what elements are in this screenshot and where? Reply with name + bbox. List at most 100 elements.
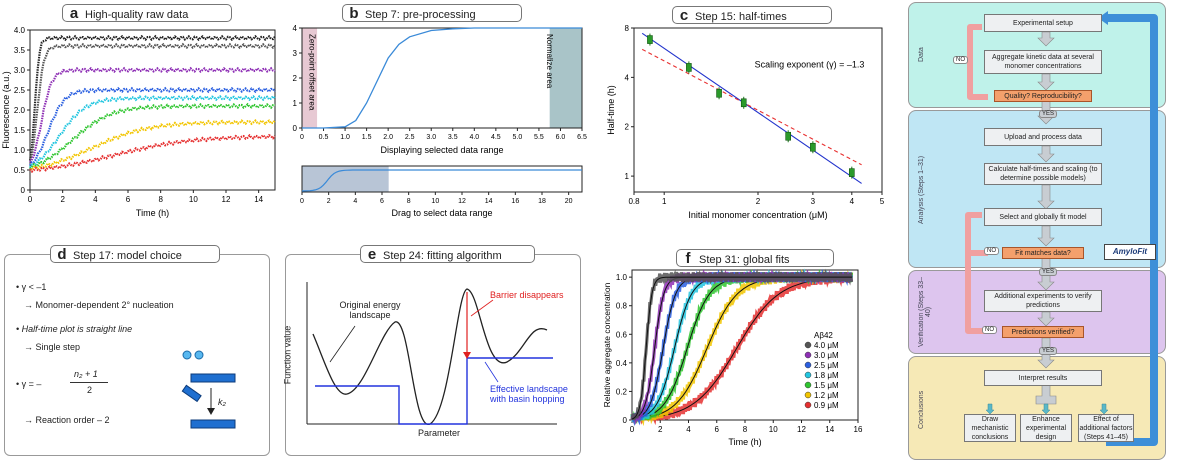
- panel-b-xtick-label: 0.5: [319, 134, 329, 141]
- panel-a-xtick-label: 8: [158, 195, 163, 204]
- panel-f-legend-marker: [804, 341, 812, 349]
- panel-a-frame: [29, 29, 276, 191]
- panel-c-ytick-label: 4: [625, 73, 630, 82]
- model-formula-numerator: n₂ + 1: [74, 369, 98, 379]
- panel-b-ytick-label: 0: [293, 124, 298, 133]
- panel-b-ytick-label: 1: [293, 99, 298, 108]
- panel-b-ytick-label: 4: [293, 24, 298, 33]
- panel-b-bottom-xtick-label: 12: [458, 198, 466, 205]
- flow-calc-halftimes: Calculate half-times and scaling (to det…: [984, 163, 1102, 185]
- panel-c-ytick-label: 8: [625, 24, 630, 33]
- flow-yes-fit: YES: [1039, 268, 1058, 276]
- panel-a-xtick-label: 14: [254, 195, 263, 204]
- panel-f-legend-marker: [804, 391, 812, 399]
- flow-interpret-results: Interpret results: [984, 370, 1102, 386]
- panel-a-xtick-label: 4: [93, 195, 98, 204]
- original-landscape-label: Original energy landscape: [339, 300, 401, 320]
- panel-f-chart: 0 2 4 6 8 10 12 14 16 0 0.2 0.4 0.6 0.8 1.0 Time (h) Rel…: [602, 268, 863, 447]
- model-line-6: → Reaction order – 2: [24, 415, 110, 425]
- panel-b-xtick-label: 3.5: [448, 134, 458, 141]
- panel-a-series-1: [28, 42, 276, 161]
- panel-a-series-7: [29, 133, 276, 173]
- panel-a-series-6: [29, 119, 276, 172]
- panel-c-xtick-label: 1: [662, 197, 667, 206]
- panel-c-xtick-label: 2: [756, 197, 761, 206]
- panel-a-series-0: [28, 34, 276, 161]
- panel-f-legend-marker: [804, 371, 812, 379]
- barrier-label: Barrier disappears: [490, 290, 564, 300]
- panel-a-series-2: [29, 66, 276, 163]
- panel-f-legend-marker: [804, 401, 812, 409]
- panel-f-legend-label: 0.9 μM: [814, 401, 839, 410]
- panel-f-legend-label: 4.0 μM: [814, 341, 839, 350]
- panel-c-xtick-label: 3: [811, 197, 816, 206]
- panel-c-point: [647, 35, 653, 44]
- lane-verification: [908, 270, 1166, 354]
- panel-c-ytick-label: 1: [625, 172, 630, 181]
- model-line-1: • γ < –1: [16, 282, 47, 292]
- flow-connectors: [965, 11, 1158, 446]
- panel-f-legend-marker: [804, 381, 812, 389]
- flow-no-quality: NO: [953, 56, 968, 64]
- panel-b-bottom-xtick-label: 4: [353, 198, 357, 205]
- model-line-2: → Monomer-dependent 2° nucleation: [24, 300, 174, 310]
- panel-a-title: a High-quality raw data: [62, 4, 232, 22]
- panel-f-xtick-label: 12: [797, 425, 806, 434]
- panel-b-xtick-label: 6.5: [577, 134, 587, 141]
- rate-constant-label: k₂: [218, 397, 226, 407]
- panel-f-legend-label: 1.8 μM: [814, 371, 839, 380]
- panel-b-xtick-label: 1.0: [340, 134, 350, 141]
- panel-a-ytick-label: 4.0: [14, 26, 26, 35]
- panel-f-xtick-label: 2: [658, 425, 663, 434]
- flow-no-fit: NO: [984, 247, 999, 255]
- panel-b-xtick-label: 2.5: [405, 134, 415, 141]
- panel-a-series-5: [29, 102, 276, 170]
- panel-c-xtick-label: 0.8: [628, 197, 640, 206]
- panel-b-title: b Step 7: pre-processing: [342, 4, 522, 22]
- panel-f-xtick-label: 6: [715, 425, 720, 434]
- model-formula-denominator: 2: [87, 385, 93, 395]
- panel-c-chart: 0.8 1 2 3 4 5 1 2 4 8 Initial monomer concentratio…: [606, 24, 885, 220]
- panel-b-xtick-label: 5.0: [513, 134, 523, 141]
- panel-a-xtick-label: 2: [60, 195, 65, 204]
- panel-a-ytick-label: 2.0: [14, 106, 26, 115]
- panel-f-legend-label: 1.5 μM: [814, 381, 839, 390]
- secondary-nucleation-diagram: [181, 350, 236, 429]
- flow-upload-data: Upload and process data: [984, 128, 1102, 146]
- panel-c-fit-1: [641, 48, 862, 166]
- panel-f-xtick-label: 16: [854, 425, 863, 434]
- panel-a-ytick-label: 3.0: [14, 66, 26, 75]
- panel-f-legend-marker: [804, 361, 812, 369]
- parameter-axis-label: Parameter: [418, 428, 461, 438]
- panel-b-bottom-xtick-label: 6: [380, 198, 384, 205]
- function-value-axis-label: Function value: [282, 325, 293, 385]
- panel-a-ytick-label: 2.5: [14, 86, 26, 95]
- panel-b-bottom-xtick-label: 0: [300, 198, 304, 205]
- panel-a-ylabel: Fluorescence (a.u.): [1, 71, 11, 149]
- flow-no-predictions: NO: [982, 326, 997, 334]
- panel-b-bottom-xtick-label: 10: [431, 198, 439, 205]
- range-selector-frame: [301, 165, 583, 193]
- panel-d-title: d Step 17: model choice: [50, 245, 220, 263]
- panel-c-point: [740, 98, 747, 108]
- panel-f-legend-marker: [804, 351, 812, 359]
- panel-f-xtick-label: 4: [686, 425, 691, 434]
- panel-c-ylabel: Half-time (h): [606, 85, 616, 135]
- panel-b-chart: Zero-point offset area Normalize area 0 0.5…: [293, 24, 587, 218]
- flow-quality-check: Quality? Reproducibility?: [994, 90, 1092, 102]
- panel-a-ytick-label: 1.5: [14, 126, 26, 135]
- flow-draw-conclusions: Draw mechanistic conclusions: [964, 414, 1016, 442]
- zero-offset-label: Zero-point offset area: [308, 34, 317, 111]
- panel-c-xtick-label: 5: [880, 197, 885, 206]
- flow-yes-predictions: YES: [1039, 347, 1058, 355]
- panel-c-fit-0: [641, 32, 862, 184]
- panel-a-chart: 0 2 4 6 8 10 12 14 0 0.5 1.0 1.5 2.0 2.5 3.0 3.5 4.0 Time…: [1, 26, 276, 218]
- panel-b-ytick-label: 2: [293, 74, 298, 83]
- panel-a-series-3: [29, 86, 276, 166]
- panel-a-xtick-label: 6: [126, 195, 131, 204]
- flow-yes-quality: YES: [1039, 110, 1058, 118]
- flow-experimental-setup: Experimental setup: [984, 14, 1102, 32]
- panel-c-xtick-label: 4: [850, 197, 855, 206]
- panel-f-ytick-label: 1.0: [616, 273, 628, 282]
- panel-f-legend-label: 2.5 μM: [814, 361, 839, 370]
